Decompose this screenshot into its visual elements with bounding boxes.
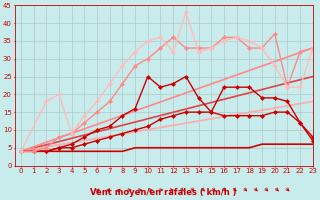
X-axis label: Vent moyen/en rafales ( km/h ): Vent moyen/en rafales ( km/h ) [91,188,237,197]
